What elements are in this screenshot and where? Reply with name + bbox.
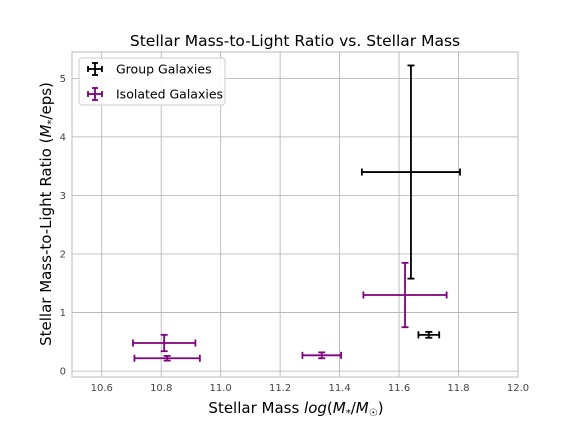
legend: Group Galaxies Isolated Galaxies [78, 57, 226, 106]
x-tick-label: 11.4 [328, 383, 350, 394]
series-1 [360, 64, 461, 339]
x-tick-label: 11.2 [269, 383, 291, 394]
errorbar-point [362, 261, 448, 329]
y-tick-label: 5 [60, 74, 66, 85]
errorbar-point [360, 64, 461, 280]
x-tick-label: 11.0 [210, 383, 232, 394]
legend-label: Isolated Galaxies [116, 87, 223, 102]
y-tick-label: 4 [60, 132, 66, 143]
plot-frame [71, 51, 519, 378]
legend-box [78, 57, 226, 106]
series-2 [132, 261, 448, 362]
x-tick-label: 11.8 [447, 383, 469, 394]
x-tick-label: 10.6 [91, 383, 113, 394]
y-axis-ticks: 0 1 2 3 4 5 [60, 74, 66, 378]
y-axis-label: Stellar Mass-to-Light Ratio (M*/eps) [37, 82, 57, 346]
errorbar-point [417, 331, 441, 339]
x-axis-label: Stellar Mass log(M*/M☉) [208, 399, 383, 419]
errorbar-point [133, 354, 201, 362]
x-tick-label: 12.0 [507, 383, 529, 394]
y-tick-label: 3 [60, 191, 66, 202]
x-tick-label: 10.8 [150, 383, 172, 394]
y-tick-label: 2 [60, 250, 66, 261]
legend-marker [87, 62, 103, 76]
grid [72, 52, 519, 377]
errorbar-point [132, 333, 197, 353]
errorbar-point [301, 351, 342, 360]
legend-entry: Isolated Galaxies [87, 87, 223, 102]
y-tick-label: 1 [60, 308, 66, 319]
chart-title: Stellar Mass-to-Light Ratio vs. Stellar … [130, 32, 460, 50]
legend-entry: Group Galaxies [87, 62, 212, 77]
x-tick-label: 11.6 [388, 383, 410, 394]
y-tick-label: 0 [60, 367, 66, 378]
x-axis-ticks: 10.6 10.8 11.0 11.2 11.4 11.6 11.8 12.0 [91, 383, 530, 394]
data-marks [132, 64, 461, 362]
legend-marker [87, 87, 103, 101]
legend-label: Group Galaxies [116, 62, 212, 77]
